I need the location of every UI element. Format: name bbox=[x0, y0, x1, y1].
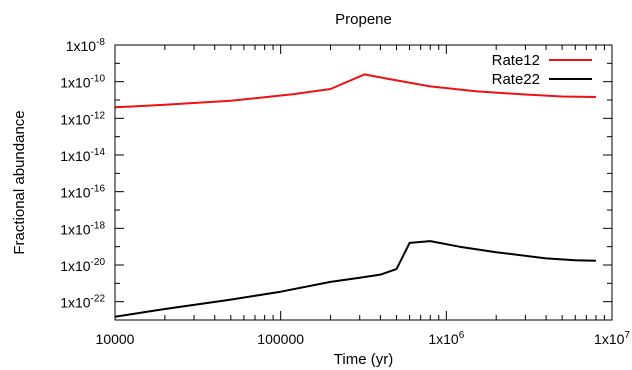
series-line-rate22 bbox=[114, 240, 596, 318]
y-tick-label: 1x10-16 bbox=[60, 184, 105, 201]
y-tick-label: 1x10-18 bbox=[60, 220, 105, 237]
series-line-rate12 bbox=[114, 73, 596, 109]
x-axis-label: Time (yr) bbox=[334, 351, 393, 368]
y-axis-label: Fractional abundance bbox=[11, 110, 28, 254]
axis-ticks bbox=[114, 44, 613, 321]
x-tick-label: 100000 bbox=[257, 331, 304, 347]
legend: Rate12 Rate22 bbox=[492, 52, 592, 88]
tick-labels: 10000 100000 1x106 1x107 1x10-22 1x10-20 1x10-… bbox=[60, 37, 630, 347]
legend-label-rate22: Rate22 bbox=[492, 71, 540, 88]
y-tick-label: 1x10-12 bbox=[60, 110, 105, 127]
plot-frame bbox=[114, 44, 613, 321]
x-tick-label: 1x107 bbox=[594, 330, 630, 347]
y-tick-label: 1x10-14 bbox=[60, 147, 105, 164]
y-tick-label: 1x10-22 bbox=[60, 294, 105, 311]
chart-title: Propene bbox=[335, 11, 392, 28]
legend-label-rate12: Rate12 bbox=[492, 52, 540, 69]
y-tick-label: 1x10-8 bbox=[66, 37, 106, 54]
x-tick-label: 10000 bbox=[96, 331, 135, 347]
series-lines bbox=[114, 73, 596, 318]
y-tick-label: 1x10-10 bbox=[60, 74, 105, 91]
y-tick-label: 1x10-20 bbox=[60, 257, 105, 274]
x-tick-label: 1x106 bbox=[428, 330, 464, 347]
